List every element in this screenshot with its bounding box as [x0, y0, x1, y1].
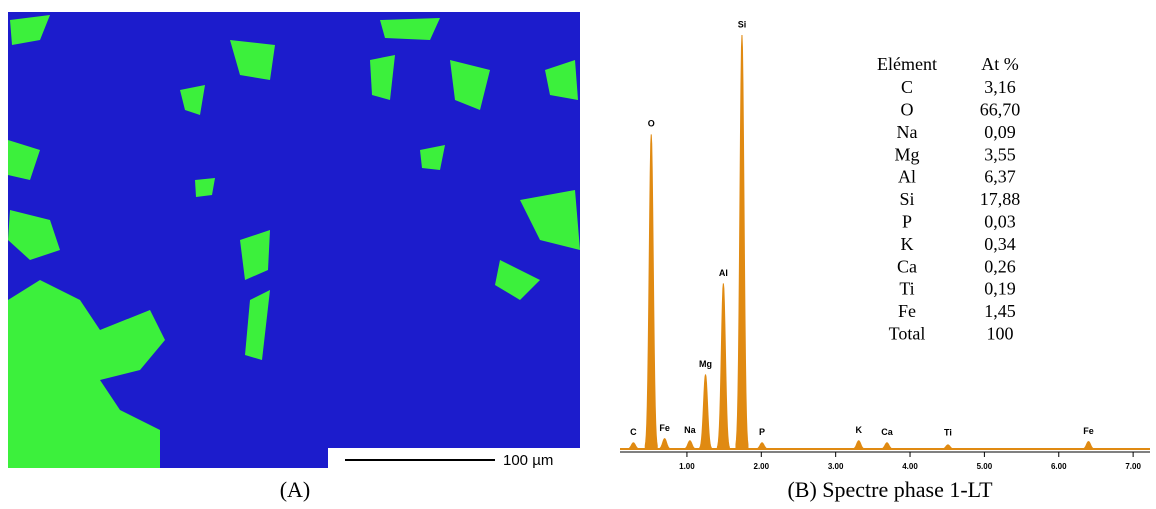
peak-label: Fe	[1083, 426, 1094, 436]
table-header: At %	[981, 54, 1019, 74]
peak	[626, 442, 640, 450]
x-tick-label: 7.00	[1125, 462, 1141, 471]
table-cell: 100	[987, 324, 1014, 344]
peak	[716, 283, 730, 450]
peak-label: C	[630, 427, 637, 437]
peak-label: K	[855, 425, 862, 435]
x-tick-label: 3.00	[828, 462, 844, 471]
spectrum-chart: (B) Spectre phase 1-LT 1.00 2.00 3.00 4.00 5…	[620, 19, 1150, 502]
peak-label: Fe	[659, 423, 670, 433]
peak	[644, 134, 658, 450]
peak	[683, 440, 697, 450]
peak-label: Si	[738, 19, 747, 29]
table-cell: Si	[899, 189, 914, 209]
peak-label: O	[648, 119, 655, 129]
peak-label: Ca	[881, 427, 893, 437]
table-cell: K	[901, 234, 914, 254]
table-cell: Fe	[898, 301, 916, 321]
table-cell: C	[901, 77, 913, 97]
table-cell: 6,37	[984, 167, 1016, 187]
table-cell: P	[902, 212, 912, 232]
table-cell: 0,03	[984, 212, 1016, 232]
peak-label: Ti	[944, 427, 952, 437]
table-cell: Mg	[894, 144, 919, 164]
peak-label: Al	[719, 268, 728, 278]
peak	[852, 440, 866, 450]
table-cell: Al	[898, 167, 916, 187]
scale-label: 100 µm	[503, 452, 553, 469]
phase-map: 100 µm (A)	[8, 12, 580, 502]
table-cell: 0,34	[984, 234, 1016, 254]
peak	[735, 34, 749, 450]
green-phase	[8, 15, 580, 468]
table-cell: 66,70	[980, 100, 1021, 120]
table-cell: 0,26	[984, 256, 1016, 276]
peak	[755, 442, 769, 450]
table-cell: 3,55	[984, 144, 1016, 164]
peak-label: P	[759, 427, 765, 437]
table-cell: 3,16	[984, 77, 1016, 97]
table-cell: O	[901, 100, 914, 120]
x-tick-label: 1.00	[679, 462, 695, 471]
caption: (B) Spectre phase 1-LT	[787, 477, 993, 502]
peak-label: Na	[684, 425, 696, 435]
table-cell: Na	[897, 122, 918, 142]
table-header: Elément	[877, 54, 937, 74]
table-cell: 17,88	[980, 189, 1021, 209]
x-tick-label: 6.00	[1051, 462, 1067, 471]
table-cell: 0,09	[984, 122, 1016, 142]
peak-label: Mg	[699, 359, 712, 369]
composition-table: Elément At % C 3,16 O 66,70 Na 0,09 Mg 3,55 Al 6,37…	[877, 54, 1020, 343]
caption: (A)	[280, 477, 311, 502]
table-cell: Ca	[897, 256, 917, 276]
table-cell: 0,19	[984, 279, 1016, 299]
x-tick-label: 4.00	[902, 462, 918, 471]
x-tick-label: 5.00	[977, 462, 993, 471]
peak	[941, 444, 955, 450]
x-tick-label: 2.00	[754, 462, 770, 471]
peak	[699, 374, 713, 450]
table-cell: Total	[889, 324, 926, 344]
peak	[1082, 440, 1096, 450]
table-cell: 1,45	[984, 301, 1016, 321]
table-cell: Ti	[899, 279, 914, 299]
peak	[658, 438, 672, 450]
peak	[880, 442, 894, 450]
